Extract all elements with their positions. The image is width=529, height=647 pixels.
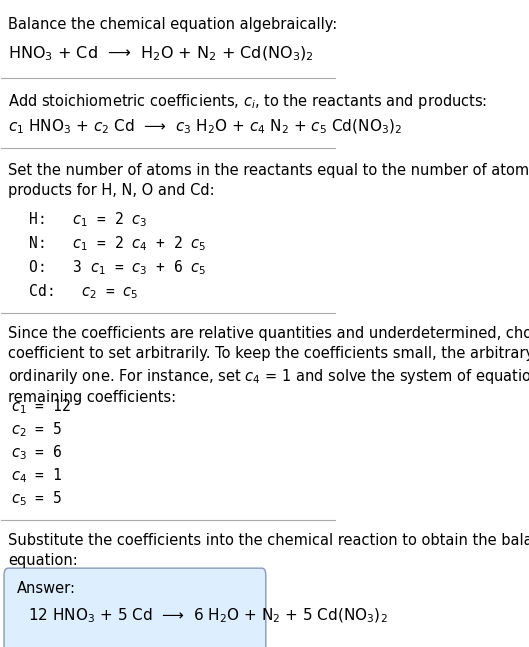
Text: $c_2$ = 5: $c_2$ = 5 xyxy=(12,421,62,439)
Text: $c_5$ = 5: $c_5$ = 5 xyxy=(12,490,62,508)
Text: Add stoichiometric coefficients, $c_i$, to the reactants and products:: Add stoichiometric coefficients, $c_i$, … xyxy=(8,91,487,111)
Text: Cd:   $c_2$ = $c_5$: Cd: $c_2$ = $c_5$ xyxy=(12,283,139,302)
Text: Set the number of atoms in the reactants equal to the number of atoms in the
pro: Set the number of atoms in the reactants… xyxy=(8,163,529,198)
Text: Since the coefficients are relative quantities and underdetermined, choose a
coe: Since the coefficients are relative quan… xyxy=(8,326,529,406)
Text: $c_1$ HNO$_3$ + $c_2$ Cd  ⟶  $c_3$ H$_2$O + $c_4$ N$_2$ + $c_5$ Cd(NO$_3$)$_2$: $c_1$ HNO$_3$ + $c_2$ Cd ⟶ $c_3$ H$_2$O … xyxy=(8,118,402,136)
Text: N:   $c_1$ = 2 $c_4$ + 2 $c_5$: N: $c_1$ = 2 $c_4$ + 2 $c_5$ xyxy=(12,234,207,253)
Text: H:   $c_1$ = 2 $c_3$: H: $c_1$ = 2 $c_3$ xyxy=(12,210,148,229)
Text: Substitute the coefficients into the chemical reaction to obtain the balanced
eq: Substitute the coefficients into the che… xyxy=(8,533,529,568)
Text: 12 HNO$_3$ + 5 Cd  ⟶  6 H$_2$O + N$_2$ + 5 Cd(NO$_3$)$_2$: 12 HNO$_3$ + 5 Cd ⟶ 6 H$_2$O + N$_2$ + 5… xyxy=(28,607,388,625)
Text: $c_4$ = 1: $c_4$ = 1 xyxy=(12,466,63,485)
Text: $c_1$ = 12: $c_1$ = 12 xyxy=(12,397,71,416)
Text: O:   3 $c_1$ = $c_3$ + 6 $c_5$: O: 3 $c_1$ = $c_3$ + 6 $c_5$ xyxy=(12,258,207,277)
Text: Answer:: Answer: xyxy=(16,582,76,597)
FancyBboxPatch shape xyxy=(4,568,266,647)
Text: $c_3$ = 6: $c_3$ = 6 xyxy=(12,444,63,462)
Text: Balance the chemical equation algebraically:: Balance the chemical equation algebraica… xyxy=(8,17,338,32)
Text: HNO$_3$ + Cd  ⟶  H$_2$O + N$_2$ + Cd(NO$_3$)$_2$: HNO$_3$ + Cd ⟶ H$_2$O + N$_2$ + Cd(NO$_3… xyxy=(8,45,314,63)
